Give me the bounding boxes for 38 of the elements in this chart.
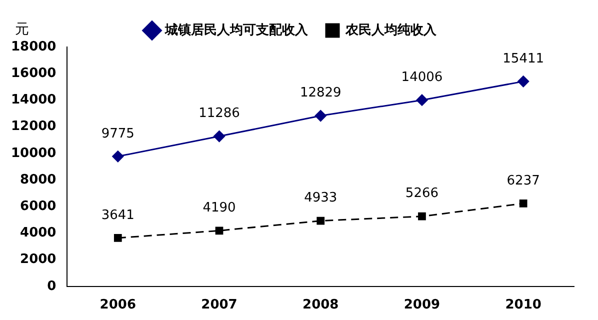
y-tick-label: 8000 (20, 172, 56, 188)
data-label: 14006 (401, 70, 443, 85)
data-label: 12829 (300, 86, 342, 101)
legend-label: 城镇居民人均可支配收入 (164, 22, 309, 38)
point (316, 216, 325, 225)
data-label: 11286 (198, 106, 240, 122)
data-label: 3641 (101, 208, 134, 223)
x-tick-label: 2008 (302, 298, 339, 313)
x-tick-label: 2010 (505, 298, 542, 313)
point (519, 200, 528, 208)
data-label: 4190 (202, 200, 236, 216)
point (114, 234, 122, 242)
point (416, 94, 428, 106)
x-tick-label: 2007 (201, 298, 238, 313)
data-label: 6237 (506, 173, 540, 188)
y-tick-label: 0 (47, 278, 56, 294)
point (314, 110, 326, 122)
y-tick-label: 14000 (10, 92, 56, 108)
point (518, 76, 530, 88)
x-tick-label: 2006 (100, 298, 136, 313)
data-label: 15411 (502, 51, 544, 66)
y-tick-label: 12000 (10, 119, 56, 134)
data-label: 5266 (405, 186, 439, 202)
y-tick-label: 6000 (20, 198, 56, 214)
y-tick-label: 2000 (20, 252, 56, 268)
point (418, 212, 426, 220)
point (214, 130, 226, 142)
y-tick-label: 18000 (10, 39, 56, 54)
x-tick-label: 2009 (404, 298, 440, 313)
y-tick-label: 16000 (10, 66, 56, 81)
point (112, 150, 124, 162)
y-tick-label: 10000 (10, 146, 56, 161)
legend-label: 农民人均纯收入 (344, 22, 438, 38)
data-label: 4933 (304, 190, 338, 206)
y-tick-label: 4000 (20, 226, 56, 241)
data-label: 9775 (101, 126, 134, 142)
y-axis-title: 元 (15, 22, 29, 38)
point (215, 226, 224, 235)
